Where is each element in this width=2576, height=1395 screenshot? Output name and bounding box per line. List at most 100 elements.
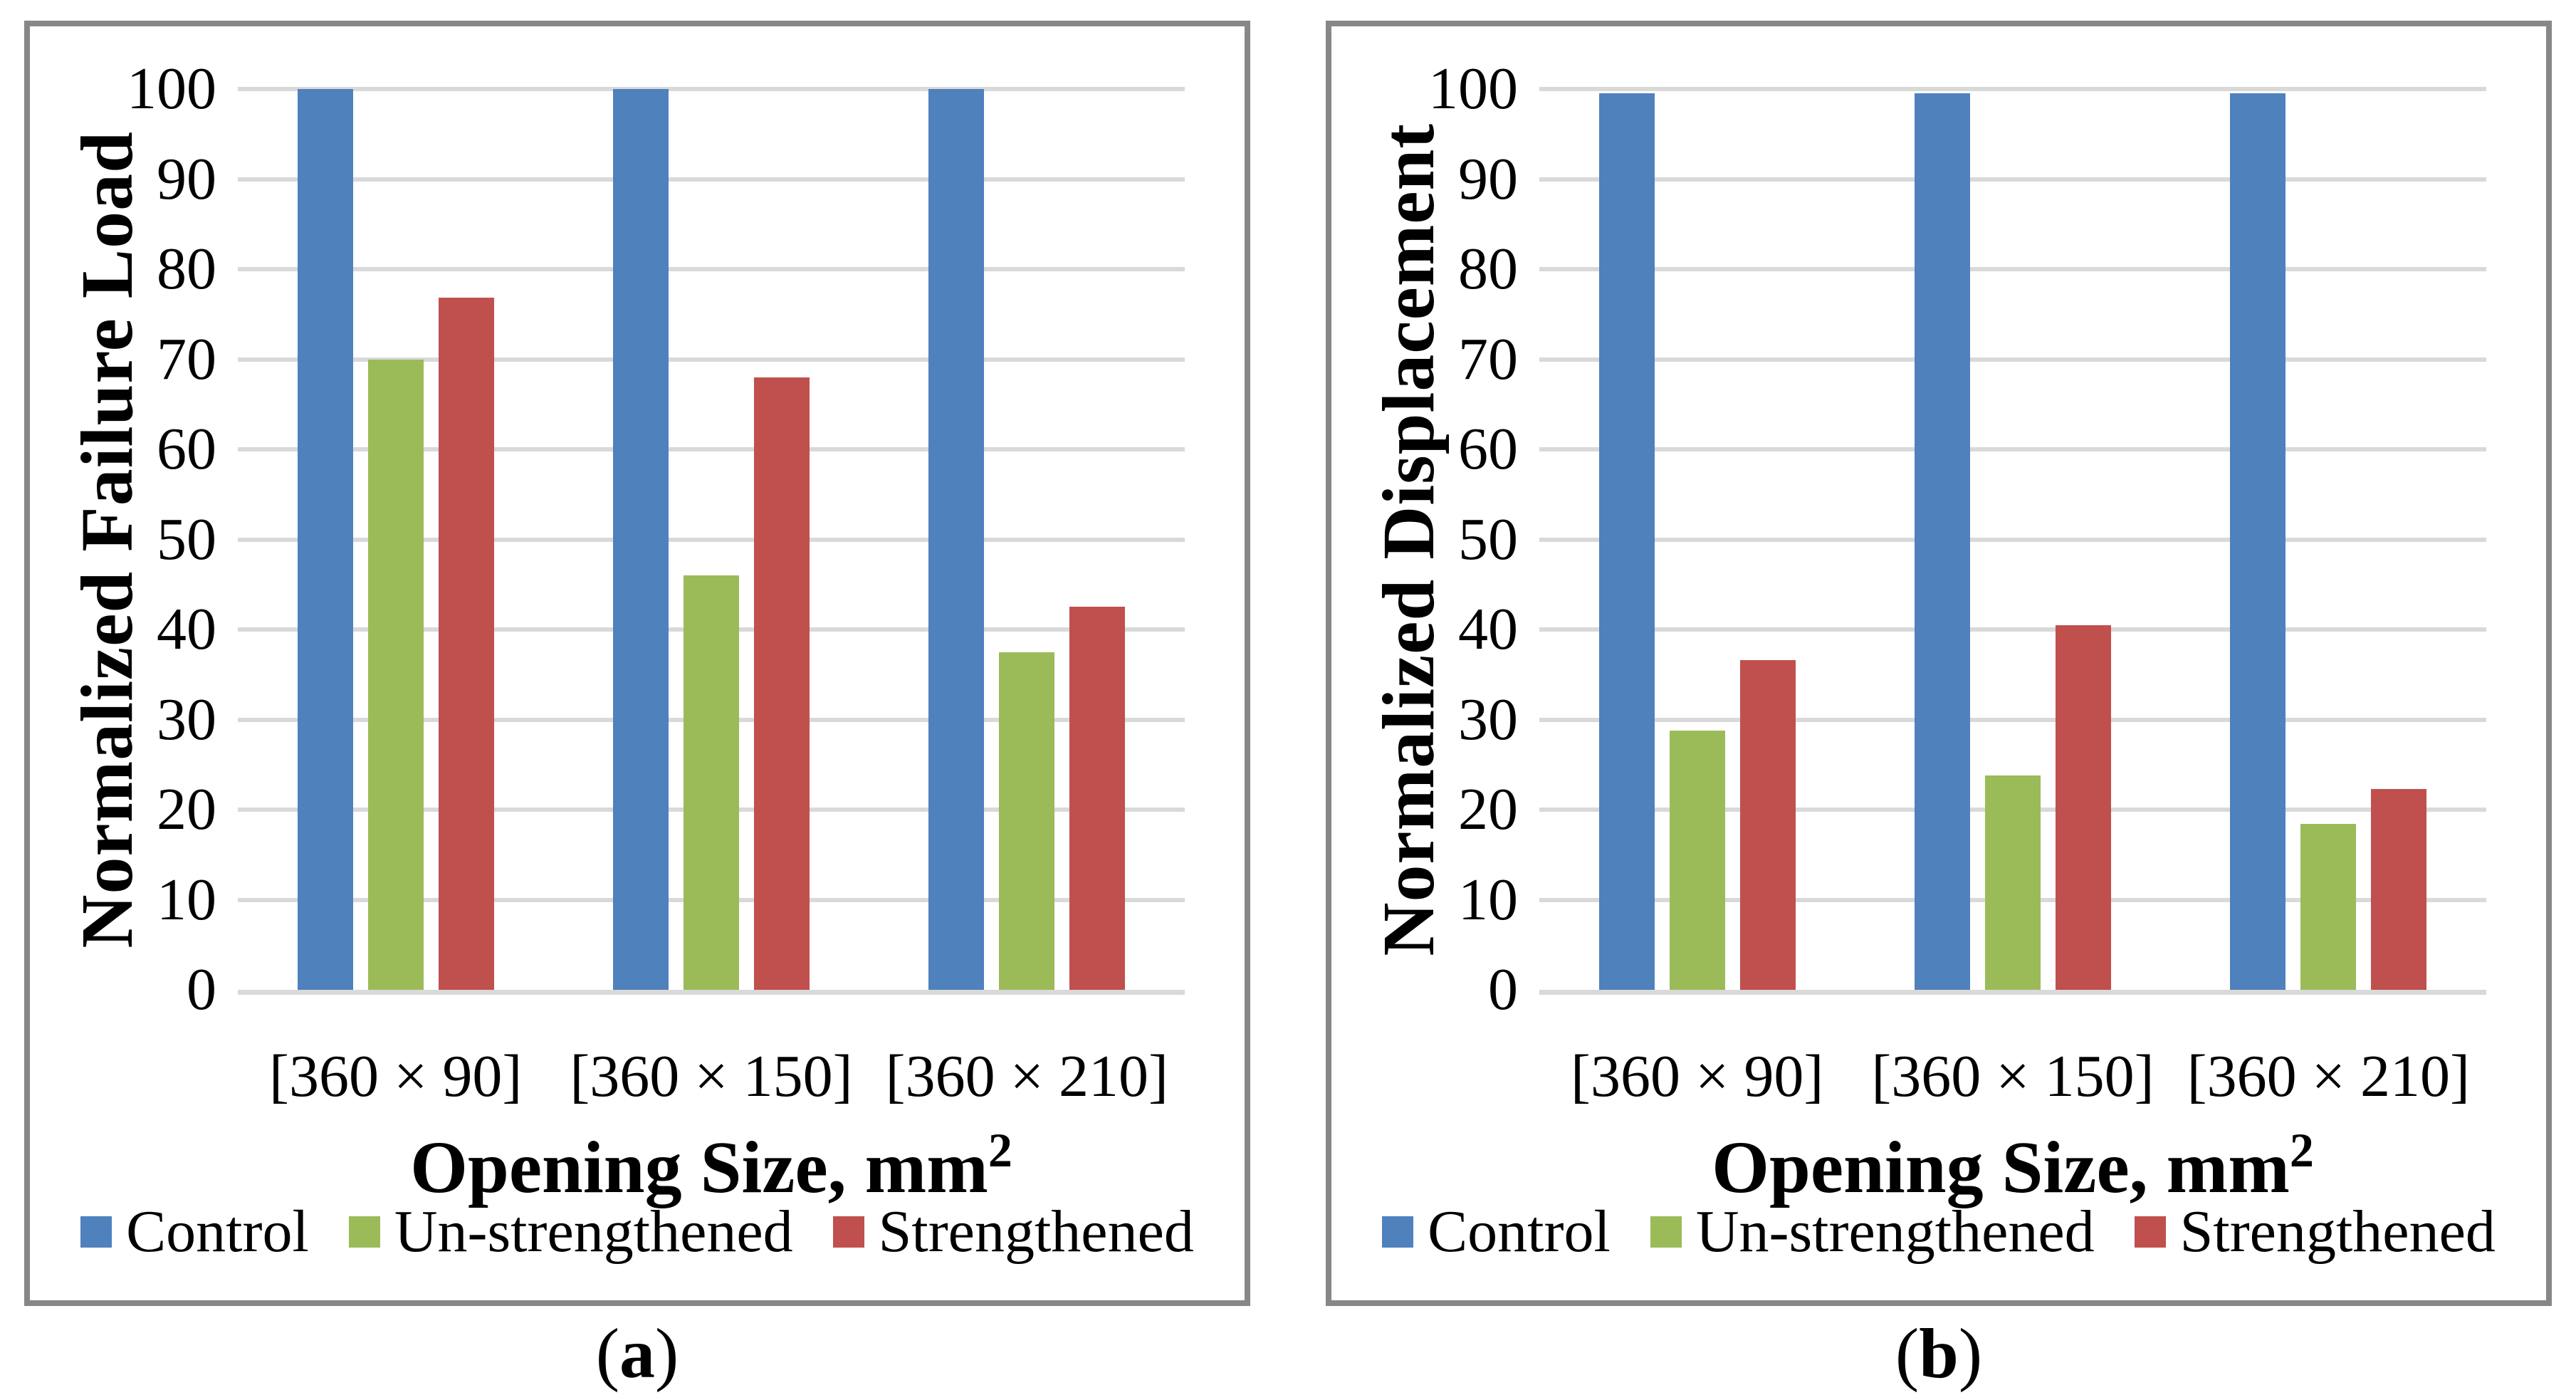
legend-label-un-strengthened-a: Un-strengthened xyxy=(394,1198,793,1265)
y-tick-label-50-b: 50 xyxy=(1458,506,1518,573)
bar-control-category-3-a xyxy=(928,89,985,990)
y-axis-tick-labels-b: 0 10 20 30 40 50 60 70 80 90 100 xyxy=(1331,26,1518,1300)
bar-strengthened-category-1-b xyxy=(1739,660,1796,990)
gridline-60-a xyxy=(238,447,1185,451)
x-axis-category-labels-a: [360 × 90] [360 × 150] [360 × 210] xyxy=(238,1038,1185,1116)
y-tick-label-40-b: 40 xyxy=(1458,596,1518,662)
y-tick-label-40-a: 40 xyxy=(157,596,216,662)
y-tick-label-100-a: 100 xyxy=(127,56,216,122)
gridline-80-a xyxy=(238,267,1185,271)
legend-item-control-b: Control xyxy=(1382,1198,1611,1266)
y-tick-label-100-b: 100 xyxy=(1428,56,1518,122)
legend-item-control-a: Control xyxy=(80,1198,309,1266)
bar-un-strengthened-category-1-b xyxy=(1669,730,1725,990)
gridline-50-b xyxy=(1539,537,2486,542)
y-tick-label-20-a: 20 xyxy=(157,776,216,842)
caption-b-open-paren: ( xyxy=(1895,1314,1920,1393)
bar-un-strengthened-category-2-a xyxy=(684,575,740,990)
gridline-40-b xyxy=(1539,627,2486,632)
x-axis-line-b xyxy=(1539,990,2486,995)
legend-label-un-strengthened-b: Un-strengthened xyxy=(1695,1198,2095,1265)
gridline-100-a xyxy=(238,87,1185,91)
plot-area-b xyxy=(1539,87,2486,995)
caption-b-close-paren: ) xyxy=(1958,1314,1983,1393)
legend-item-un-strengthened-b: Un-strengthened xyxy=(1650,1198,2095,1266)
bar-strengthened-category-2-b xyxy=(2056,625,2112,990)
chart-panel-b-inner: Normalized Displacement 0 10 20 30 40 50 60 70 8… xyxy=(1331,26,2546,1300)
x-category-label-1-b: [360 × 90] xyxy=(1571,1043,1824,1109)
bar-strengthened-category-2-a xyxy=(754,377,810,990)
gridline-100-b xyxy=(1539,87,2486,91)
figure-caption-a: (a) xyxy=(24,1314,1250,1394)
y-axis-tick-labels-a: 0 10 20 30 40 50 60 70 80 90 100 xyxy=(30,26,216,1300)
bar-un-strengthened-category-3-b xyxy=(2300,824,2357,990)
x-axis-category-labels-b: [360 × 90] [360 × 150] [360 × 210] xyxy=(1539,1038,2486,1116)
bar-control-category-2-a xyxy=(613,89,669,990)
bar-un-strengthened-category-1-a xyxy=(367,359,424,990)
bar-control-category-1-b xyxy=(1598,93,1655,990)
legend-item-strengthened-a: Strengthened xyxy=(832,1198,1194,1266)
gridline-30-b xyxy=(1539,717,2486,722)
gridline-60-b xyxy=(1539,447,2486,451)
y-tick-label-60-b: 60 xyxy=(1458,416,1518,482)
chart-panel-a-inner: Normalized Failure Load 0 10 20 30 40 50 60 70 8… xyxy=(30,26,1245,1300)
legend-item-strengthened-b: Strengthened xyxy=(2134,1198,2496,1266)
gridline-80-b xyxy=(1539,267,2486,271)
x-axis-title-b: Opening Size, mm2 xyxy=(1539,1107,2486,1211)
y-tick-label-70-a: 70 xyxy=(157,325,216,392)
caption-a-close-paren: ) xyxy=(655,1314,679,1393)
bar-strengthened-category-3-b xyxy=(2371,788,2427,990)
legend-swatch-un-strengthened-icon xyxy=(348,1216,380,1248)
bar-strengthened-category-1-a xyxy=(438,298,494,990)
legend-label-strengthened-a: Strengthened xyxy=(878,1198,1194,1265)
legend-item-un-strengthened-a: Un-strengthened xyxy=(348,1198,793,1266)
x-category-label-3-b: [360 × 210] xyxy=(2187,1043,2470,1109)
y-tick-label-30-b: 30 xyxy=(1458,686,1518,753)
x-axis-title-superscript-b: 2 xyxy=(2289,1123,2314,1177)
caption-a-letter: a xyxy=(619,1314,655,1393)
y-tick-label-10-a: 10 xyxy=(157,866,216,933)
y-tick-label-10-b: 10 xyxy=(1458,866,1518,933)
bar-control-category-1-a xyxy=(297,89,353,990)
caption-a-open-paren: ( xyxy=(595,1314,619,1393)
legend-b: Control Un-strengthened Strengthened xyxy=(1331,1198,2546,1266)
x-category-label-3-a: [360 × 210] xyxy=(885,1043,1168,1109)
legend-label-strengthened-b: Strengthened xyxy=(2179,1198,2496,1265)
y-tick-label-80-a: 80 xyxy=(157,236,216,302)
legend-label-control-a: Control xyxy=(126,1198,309,1265)
gridline-70-b xyxy=(1539,357,2486,362)
y-tick-label-50-a: 50 xyxy=(157,506,216,573)
y-tick-label-80-b: 80 xyxy=(1458,236,1518,302)
y-tick-label-0-b: 0 xyxy=(1488,956,1518,1023)
chart-panel-a: Normalized Failure Load 0 10 20 30 40 50 60 70 8… xyxy=(24,21,1250,1306)
legend-swatch-strengthened-icon xyxy=(2134,1216,2166,1248)
caption-b-letter: b xyxy=(1919,1314,1959,1393)
figure-caption-b: (b) xyxy=(1326,1314,2552,1394)
legend-label-control-b: Control xyxy=(1428,1198,1611,1265)
y-tick-label-60-a: 60 xyxy=(157,416,216,482)
bar-control-category-2-b xyxy=(1915,93,1971,990)
bar-un-strengthened-category-3-a xyxy=(999,652,1055,990)
legend-swatch-control-icon xyxy=(80,1216,112,1248)
y-tick-label-20-b: 20 xyxy=(1458,776,1518,842)
legend-swatch-un-strengthened-icon xyxy=(1650,1216,1682,1248)
plot-area-a xyxy=(238,87,1185,995)
bar-strengthened-category-3-a xyxy=(1069,607,1126,990)
y-tick-label-0-a: 0 xyxy=(187,956,216,1023)
y-tick-label-70-b: 70 xyxy=(1458,325,1518,392)
x-category-label-2-a: [360 × 150] xyxy=(570,1043,853,1109)
gridline-70-a xyxy=(238,357,1185,362)
x-category-label-2-b: [360 × 150] xyxy=(1871,1043,2154,1109)
x-axis-title-text-a: Opening Size, mm xyxy=(410,1127,988,1208)
x-axis-title-superscript-a: 2 xyxy=(988,1123,1012,1177)
y-tick-label-30-a: 30 xyxy=(157,686,216,753)
gridline-90-a xyxy=(238,177,1185,182)
legend-a: Control Un-strengthened Strengthened xyxy=(30,1198,1245,1266)
gridline-50-a xyxy=(238,537,1185,542)
y-tick-label-90-b: 90 xyxy=(1458,145,1518,212)
bar-control-category-3-b xyxy=(2230,93,2286,990)
x-axis-title-text-b: Opening Size, mm xyxy=(1712,1127,2290,1208)
y-tick-label-90-a: 90 xyxy=(157,145,216,212)
legend-swatch-control-icon xyxy=(1382,1216,1414,1248)
x-category-label-1-a: [360 × 90] xyxy=(269,1043,523,1109)
